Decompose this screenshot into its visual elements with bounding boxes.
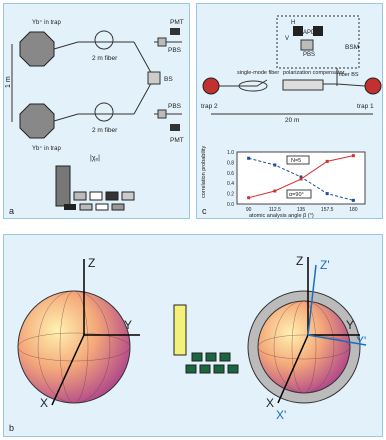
- trap2-label: trap 2: [201, 103, 218, 110]
- axis-x-label-b: X: [266, 396, 274, 410]
- distance-c-label: 20 m: [285, 117, 299, 124]
- panel-c-label: c: [202, 206, 207, 216]
- trap1-icon: [364, 77, 382, 95]
- pbs-bottom-icon: [157, 109, 167, 119]
- chart-point: [273, 163, 277, 167]
- fiber-top-label: 2 m fiber: [92, 55, 118, 62]
- pbs-top-icon: [157, 37, 167, 47]
- chart-point: [273, 189, 277, 193]
- axis-y-prime-label: Y': [356, 334, 366, 348]
- chart-xtick-label: 90: [246, 207, 252, 213]
- bs-icon: [147, 71, 161, 85]
- apd-left-icon: [293, 26, 303, 36]
- panel-b-drawing: Z Y X Z Z' Y Y' X X': [17, 254, 366, 422]
- chart-point: [351, 198, 355, 202]
- chart-ytick-label: 0.6: [227, 171, 234, 177]
- sphere-right: [257, 300, 351, 394]
- panel-c-drawing: H V APD PBS BSM trap 2 trap 1 single-mod…: [201, 15, 382, 219]
- yb-top-label: Yb⁺ in trap: [32, 19, 62, 26]
- apd-label: APD: [303, 30, 316, 36]
- bs-label: BS: [164, 76, 173, 83]
- bsm-box: [276, 15, 360, 69]
- chart-legend-alpha: α=90°: [289, 192, 304, 198]
- chart-point: [247, 156, 251, 160]
- chart-xtick-label: 180: [349, 207, 358, 213]
- panel-a-label: a: [9, 206, 15, 216]
- pmt-top-icon: [170, 28, 180, 35]
- trap-top-icon: [19, 31, 55, 67]
- fiber-coil-top-icon: [94, 30, 114, 50]
- chart-point: [299, 177, 303, 181]
- chart-point: [299, 175, 303, 179]
- panel-b: Z Y X Z Z' Y Y' X X': [3, 234, 383, 437]
- polarization-compensator-icon: [282, 79, 324, 91]
- axis-x-prime-label: X': [276, 408, 286, 422]
- axis-y-label-b: Y: [346, 318, 354, 332]
- panel-a-drawing: 1 m Yb⁺ in trap Yb⁺ in trap 2 m fiber 2 …: [5, 19, 184, 211]
- chart-point: [325, 159, 329, 163]
- trap1-label: trap 1: [357, 103, 374, 110]
- panel-a: 1 m Yb⁺ in trap Yb⁺ in trap 2 m fiber 2 …: [3, 3, 190, 219]
- bsm-label: BSM: [345, 44, 359, 51]
- chart-xtick-label: 157.5: [321, 207, 334, 213]
- yb-bottom-label: Yb⁺ in trap: [32, 145, 62, 152]
- panel-c: H V APD PBS BSM trap 2 trap 1 single-mod…: [196, 3, 383, 219]
- polarization-compensator-label: polarization compensator: [283, 70, 345, 76]
- pmt-top-label: PMT: [170, 19, 184, 26]
- chart-ytick-label: 0.8: [227, 160, 234, 166]
- matrix-label: |χₑ|: [90, 155, 100, 162]
- sphere-left: [17, 290, 131, 404]
- single-mode-fiber-label: single-mode fiber: [237, 70, 279, 76]
- trap2-icon: [202, 77, 220, 95]
- axis-z-label-b: Z: [296, 254, 303, 268]
- chart-ytick-label: 0.4: [227, 181, 234, 187]
- pmt-bottom-label: PMT: [170, 137, 184, 144]
- h-label: H: [291, 20, 295, 26]
- chart-ylabel: correlation probability: [201, 145, 207, 198]
- fiber-coil-bottom-icon: [94, 102, 114, 122]
- pbs-bottom-label: PBS: [168, 103, 182, 110]
- axis-z-label: Z: [88, 256, 95, 270]
- panel-b-label: b: [9, 423, 15, 433]
- density-matrix: [55, 165, 135, 211]
- density-matrix-b: [173, 304, 239, 374]
- axis-z-prime-label: Z': [320, 258, 330, 272]
- chart-ytick-label: 0.2: [227, 192, 234, 198]
- axis-y-label: Y: [124, 318, 132, 332]
- chart-legend-n: N=5: [291, 158, 301, 164]
- fiber-coil-icon: [238, 80, 268, 92]
- chart: correlation probability atomic analysis …: [201, 145, 366, 219]
- pbs-top-label: PBS: [168, 47, 182, 54]
- chart-xtick-label: 112.5: [269, 207, 281, 213]
- pbs-c-icon: [300, 39, 314, 51]
- fiber-bs-label: fiber BS: [339, 72, 359, 78]
- axis-x-label: X: [40, 396, 48, 410]
- v-label: V: [285, 36, 289, 42]
- pbs-c-label: PBS: [303, 52, 315, 58]
- chart-xlabel: atomic analysis angle β (°): [249, 213, 314, 219]
- pmt-bottom-icon: [170, 124, 180, 131]
- trap-bottom-icon: [19, 103, 55, 139]
- chart-xtick-label: 135: [297, 207, 306, 213]
- chart-ytick-label: 1.0: [227, 150, 234, 156]
- chart-ytick-label: 0.0: [227, 202, 234, 208]
- chart-point: [325, 192, 329, 196]
- distance-label: 1 m: [5, 76, 12, 88]
- apd-right-icon: [313, 26, 323, 36]
- chart-point: [351, 154, 355, 158]
- chart-point: [247, 196, 251, 200]
- fiber-bottom-label: 2 m fiber: [92, 127, 118, 134]
